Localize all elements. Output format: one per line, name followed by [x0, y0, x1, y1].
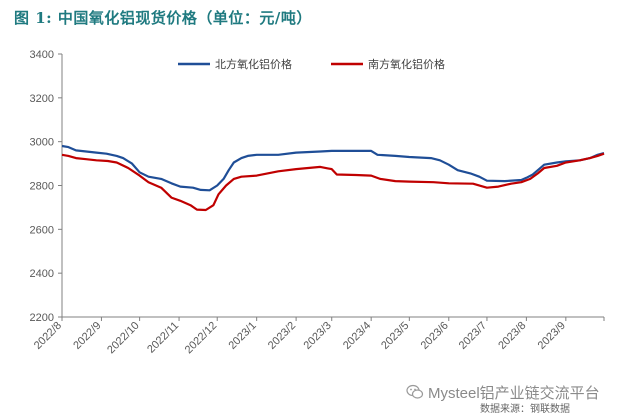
y-tick-label: 3200 [30, 93, 54, 105]
north-price-line [61, 144, 605, 192]
x-tick-label: 2023/1 [226, 320, 258, 352]
x-tick-label: 2022/11 [145, 320, 181, 356]
x-tick-label: 2023/8 [496, 320, 528, 352]
series-lines [61, 144, 605, 212]
x-tick-label: 2023/4 [341, 320, 373, 352]
x-tick-label: 2022/10 [105, 320, 142, 357]
x-tick-label: 2022/8 [32, 320, 64, 352]
south-price-line [61, 152, 605, 212]
y-tick-label: 2200 [30, 312, 54, 324]
data-source: 数据来源：钢联数据 [480, 404, 570, 415]
x-tick-label: 2023/7 [457, 320, 489, 352]
x-tick-label: 2023/6 [419, 320, 451, 352]
legend-label: 北方氧化铝价格 [215, 57, 292, 71]
legend-label: 南方氧化铝价格 [368, 57, 445, 71]
y-tick-label: 3400 [30, 49, 54, 61]
wechat-icon [406, 384, 424, 399]
x-axis-ticks: 2022/8 2022/9 2022/10 2022/11 2022/12 2023/1 2… [32, 317, 605, 357]
chart-legend: 北方氧化铝价格 南方氧化铝价格 [178, 57, 445, 71]
x-tick-label: 2023/9 [536, 320, 568, 352]
x-tick-label: 2022/12 [183, 320, 220, 357]
y-tick-label: 2400 [30, 268, 54, 280]
x-tick-label: 2023/3 [302, 320, 334, 352]
y-tick-label: 3000 [30, 137, 54, 149]
watermark-text: Mysteel铝产业链交流平台 [428, 385, 600, 402]
y-tick-label: 2800 [30, 181, 54, 193]
chart-title: 图 1: 中国氧化铝现货价格（单位：元/吨） [14, 9, 312, 27]
y-tick-label: 2600 [30, 224, 54, 236]
x-tick-label: 2022/9 [71, 320, 103, 352]
x-tick-label: 2023/2 [266, 320, 298, 352]
y-axis-ticks: 2200 2400 2600 2800 3000 3200 3400 [30, 49, 62, 324]
chart-axes [61, 54, 604, 318]
x-tick-label: 2023/5 [379, 320, 411, 352]
